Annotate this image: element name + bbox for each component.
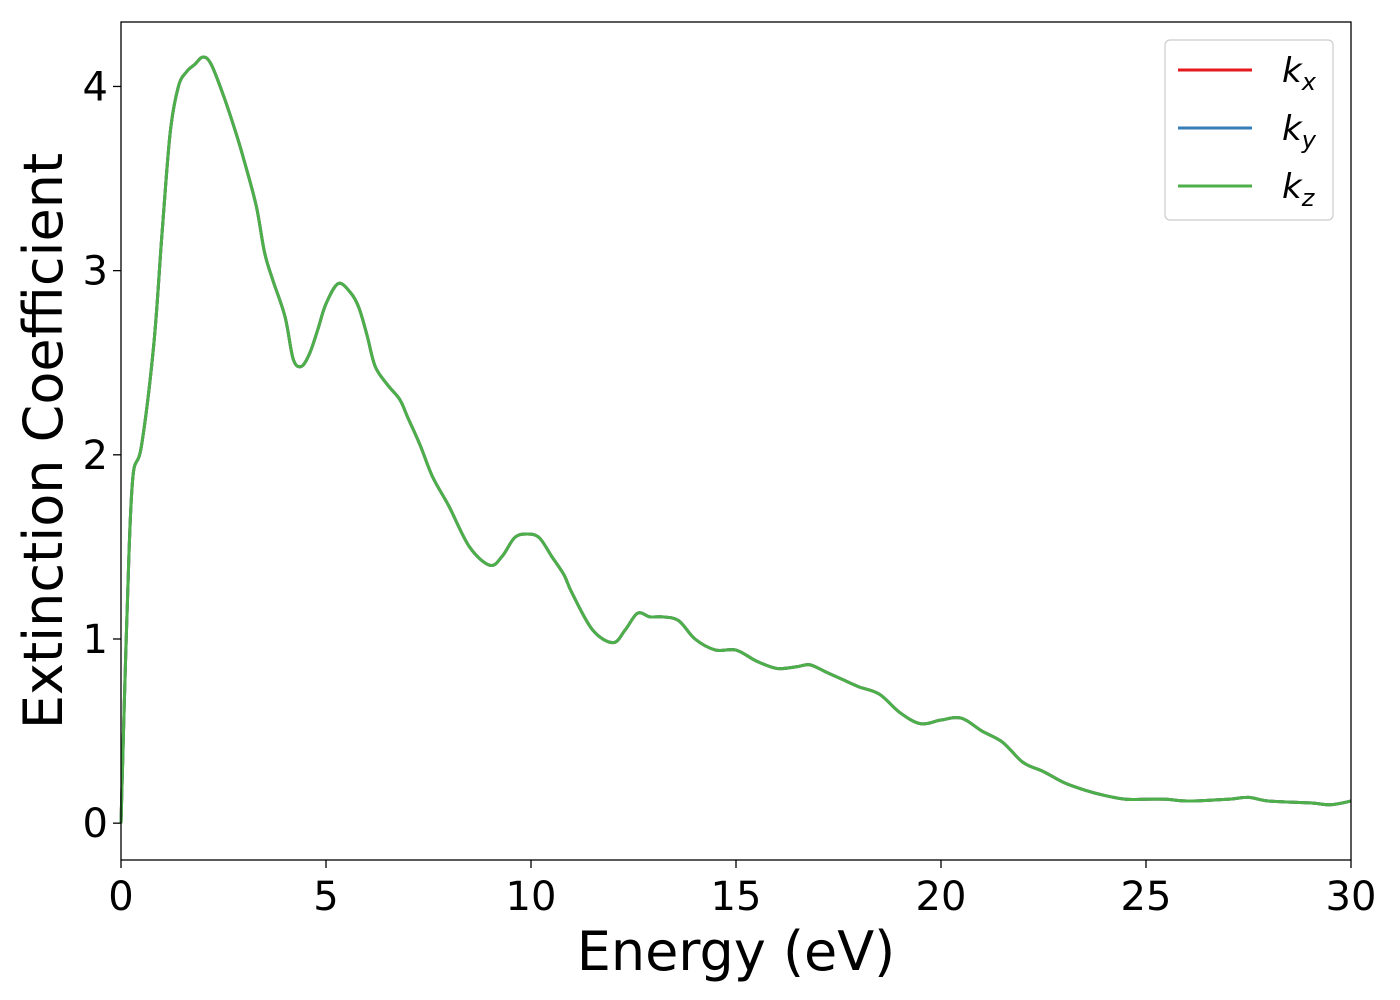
legend-label-symbol: k: [1282, 167, 1303, 207]
y-tick-label: 4: [83, 64, 108, 110]
x-tick-label: 5: [313, 874, 338, 920]
y-axis-ticks: 0 1 2 3 4: [83, 64, 121, 847]
legend-label-subscript: z: [1301, 184, 1316, 212]
x-tick-label: 25: [1121, 874, 1172, 920]
y-tick-label: 1: [83, 617, 108, 663]
legend-label-subscript: x: [1301, 68, 1317, 96]
y-tick-label: 2: [83, 433, 108, 479]
x-axis-title: Energy (eV): [577, 920, 896, 983]
series-line-kz: [119, 55, 1352, 824]
legend-label-symbol: k: [1282, 51, 1303, 91]
legend-label-ky: ky: [1282, 109, 1317, 154]
x-tick-label: 20: [916, 874, 967, 920]
legend-label-kz: kz: [1282, 167, 1316, 212]
x-tick-label: 0: [108, 874, 133, 920]
x-tick-label: 15: [711, 874, 762, 920]
x-tick-label: 10: [506, 874, 557, 920]
legend-label-kx: kx: [1282, 51, 1317, 96]
series-layer: [119, 55, 1352, 824]
legend-frame: [1164, 39, 1334, 221]
legend-label-symbol: k: [1282, 109, 1303, 149]
y-tick-label: 0: [83, 801, 108, 847]
x-tick-label: 30: [1326, 874, 1377, 920]
y-axis-title: Extinction Coefficient: [12, 153, 75, 729]
x-axis-ticks: 0 5 10 15 20 25 30: [108, 860, 1376, 920]
legend-label-subscript: y: [1301, 126, 1317, 154]
y-tick-label: 3: [83, 249, 108, 295]
